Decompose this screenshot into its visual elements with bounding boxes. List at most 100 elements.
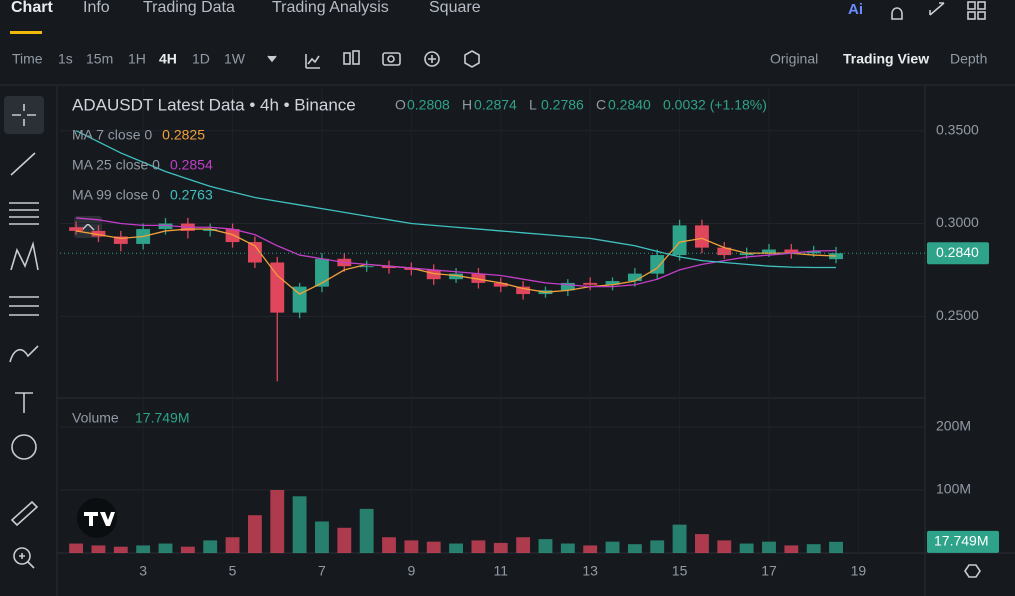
last-volume-label: 17.749M xyxy=(934,533,988,549)
ma-value: 0.2763 xyxy=(170,187,213,203)
interval[interactable]: 1W xyxy=(224,51,246,67)
volume-bar xyxy=(560,543,575,553)
volume-name: Volume xyxy=(72,410,119,426)
ma-line xyxy=(75,228,837,295)
volume-value: 17.749M xyxy=(135,410,189,426)
volume-bar xyxy=(449,543,463,553)
tab[interactable]: Chart xyxy=(11,0,53,16)
last-volume-tag xyxy=(927,530,999,553)
volume-bar xyxy=(739,543,754,553)
volume-bar xyxy=(650,540,665,553)
volume-bar xyxy=(247,515,262,553)
ma-name: MA 99 close 0 xyxy=(72,187,160,203)
interval[interactable]: 15m xyxy=(86,51,113,67)
add-icon[interactable] xyxy=(424,51,440,67)
volume-bar xyxy=(516,537,531,553)
screenshot-icon[interactable] xyxy=(382,52,401,66)
expand-icon[interactable] xyxy=(929,2,945,16)
fib-icon[interactable] xyxy=(9,296,39,316)
candle-body xyxy=(69,227,84,231)
volume-tick-label: 100M xyxy=(936,481,971,497)
settings-icon[interactable] xyxy=(964,564,981,578)
ohlc-value: 0.2840 xyxy=(608,97,651,113)
tab[interactable]: Square xyxy=(429,0,481,16)
volume-bar xyxy=(292,496,307,553)
volume-bar xyxy=(471,540,486,553)
volume-bar xyxy=(315,521,329,553)
pattern-icon[interactable] xyxy=(10,241,39,271)
dropdown-icon[interactable] xyxy=(267,55,277,63)
candle-body xyxy=(91,230,106,237)
interval[interactable]: 4H xyxy=(159,51,177,67)
volume-bar xyxy=(784,545,799,553)
volume-bar xyxy=(762,541,776,553)
tab[interactable]: Info xyxy=(83,0,110,16)
tab[interactable]: Trading Data xyxy=(143,0,235,16)
indicator-icon[interactable] xyxy=(305,54,320,69)
candle-body xyxy=(806,251,821,254)
ohlc-key: O xyxy=(395,97,406,113)
lines-icon[interactable] xyxy=(9,202,39,225)
volume-bar xyxy=(337,527,352,553)
candle-type-icon[interactable] xyxy=(343,52,351,65)
volume-bar xyxy=(359,508,374,553)
candle-body xyxy=(382,266,396,269)
volume-bar xyxy=(203,540,218,553)
ai-button[interactable]: Ai xyxy=(848,1,863,18)
volume-bar xyxy=(404,540,419,553)
candle-body xyxy=(158,223,173,230)
candle-body xyxy=(449,273,463,280)
ruler-icon[interactable] xyxy=(10,500,39,527)
bell-icon[interactable] xyxy=(891,7,903,20)
volume-bar xyxy=(806,544,821,553)
view-option[interactable]: Trading View xyxy=(843,51,929,67)
candle-body xyxy=(560,282,575,291)
last-price-tag xyxy=(927,242,989,265)
volume-bar xyxy=(69,543,84,553)
volume-bar xyxy=(91,545,106,553)
tab[interactable]: Trading Analysis xyxy=(272,0,389,16)
time-tick-label: 11 xyxy=(493,563,508,579)
brush-icon[interactable] xyxy=(9,345,39,363)
view-option[interactable]: Original xyxy=(770,51,818,67)
emoji-icon[interactable] xyxy=(11,434,37,460)
price-tick-label: 0.3000 xyxy=(936,214,979,230)
time-tick-label: 19 xyxy=(851,563,867,579)
volume-bar xyxy=(426,541,441,553)
tv-logo xyxy=(77,498,117,538)
candle-body xyxy=(583,282,598,285)
interval[interactable]: 1D xyxy=(192,51,210,67)
time-tick-label: 9 xyxy=(407,563,415,579)
candle-body xyxy=(404,268,419,270)
active-tab-underline xyxy=(10,31,42,34)
candle-body xyxy=(315,258,329,287)
ma-value: 0.2825 xyxy=(162,127,205,143)
candle-body xyxy=(471,273,486,283)
zoom-icon[interactable] xyxy=(13,547,31,565)
sidebar-icons xyxy=(4,1,986,578)
candle-body xyxy=(739,253,754,256)
interval[interactable]: 1s xyxy=(58,51,73,67)
interval[interactable]: 1H xyxy=(128,51,146,67)
volume-bar xyxy=(695,534,709,553)
time-tick-label: 13 xyxy=(582,563,598,579)
time-tick-label: 17 xyxy=(761,563,777,579)
text-icon[interactable] xyxy=(15,392,33,413)
active-tool[interactable] xyxy=(4,96,44,134)
settings-hex-icon[interactable] xyxy=(464,50,480,68)
candle-body xyxy=(493,282,508,287)
candle-body xyxy=(717,247,732,256)
volume-bar xyxy=(113,546,128,553)
ma-name: MA 7 close 0 xyxy=(72,127,152,143)
view-option[interactable]: Depth xyxy=(950,51,987,67)
ma-value: 0.2854 xyxy=(170,157,213,173)
tv-logo-mark xyxy=(84,512,115,526)
layout-icon[interactable] xyxy=(967,1,976,10)
candle-body xyxy=(516,286,531,295)
volume-bar xyxy=(225,537,240,553)
volume-bar xyxy=(158,543,173,553)
crosshair-icon[interactable] xyxy=(12,104,36,126)
symbol-title: ADAUSDT Latest Data • 4h • Binance xyxy=(72,95,356,114)
trendline-icon[interactable] xyxy=(10,152,36,176)
